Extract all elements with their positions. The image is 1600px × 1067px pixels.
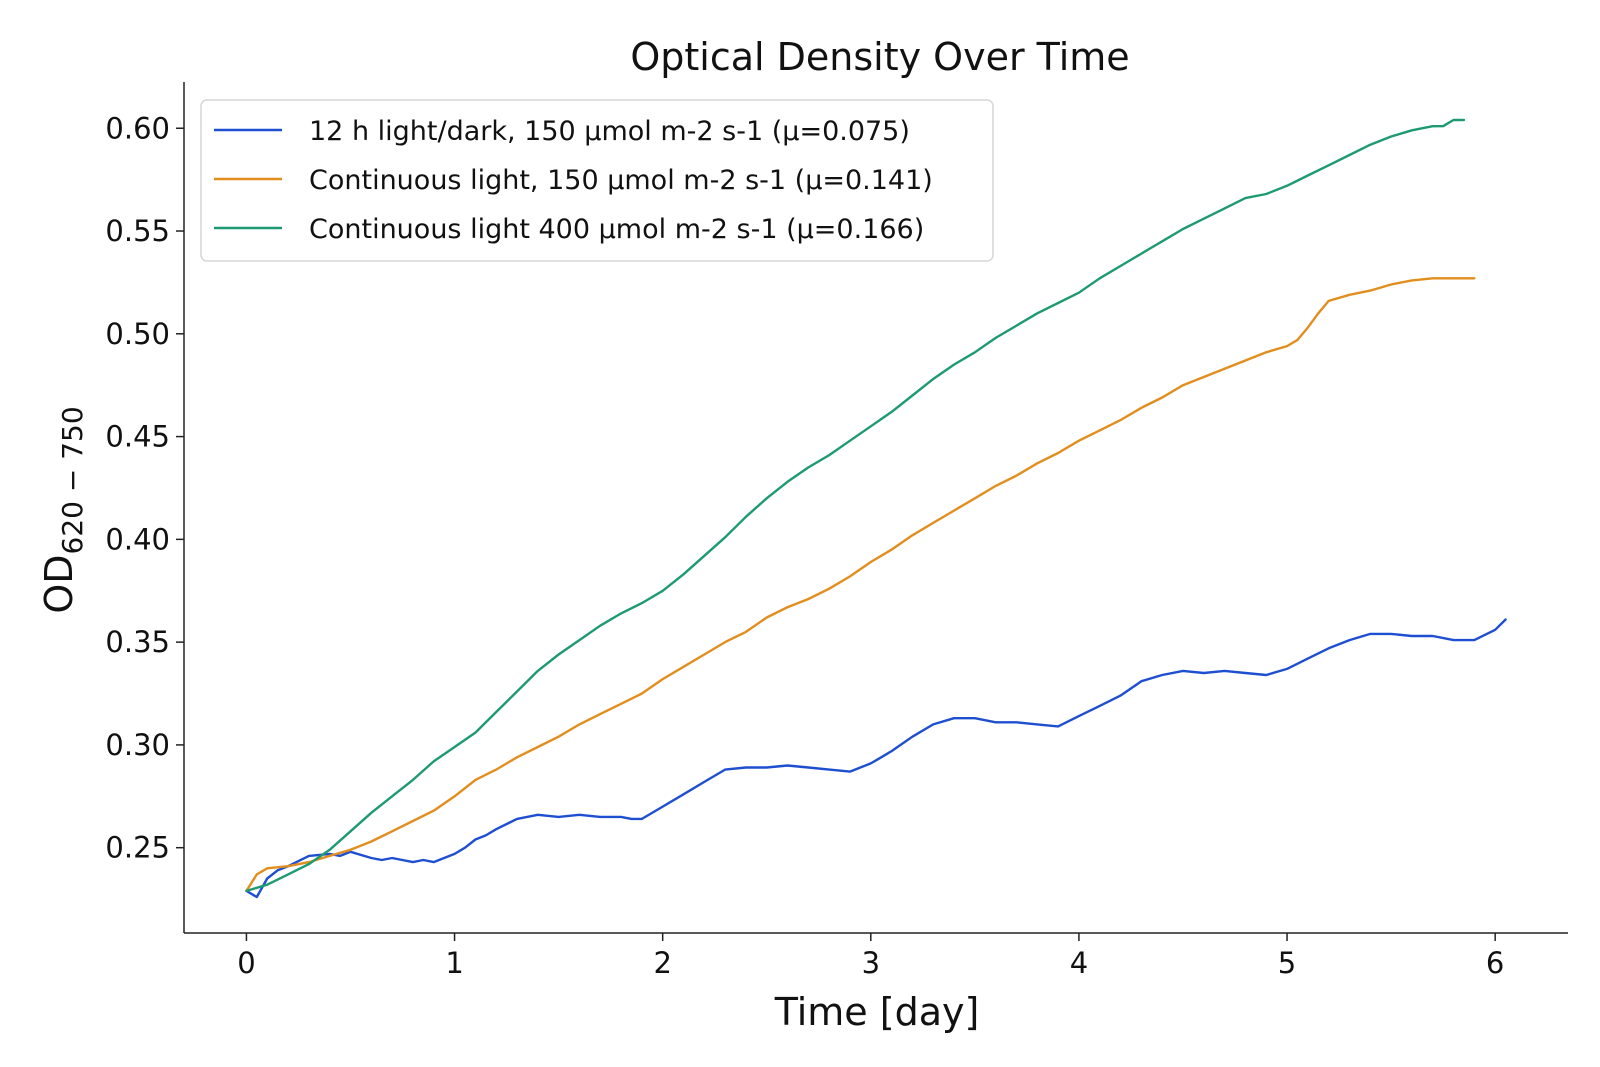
- x-tick-label: 2: [653, 946, 671, 980]
- legend-label-1: 12 h light/dark, 150 µmol m-2 s-1 (µ=0.0…: [309, 116, 910, 147]
- legend-frame: [200, 99, 994, 262]
- legend-label-3: Continuous light 400 µmol m-2 s-1 (µ=0.1…: [309, 214, 924, 245]
- series-line-1: [245, 618, 1507, 899]
- y-tick-label: 0.50: [105, 317, 170, 351]
- y-axis-label: OD620 − 750: [37, 406, 89, 613]
- y-axis-label-subscript: 620 − 750: [56, 406, 89, 554]
- series-line-3: [245, 118, 1466, 893]
- y-tick-label: 0.25: [105, 831, 170, 865]
- series-lines: [245, 118, 1507, 899]
- x-tick-label: 3: [862, 946, 880, 980]
- x-tick-label: 0: [237, 946, 255, 980]
- x-tick-label: 1: [445, 946, 463, 980]
- x-axis-label: Time [day]: [774, 990, 980, 1034]
- legend-label-2: Continuous light, 150 µmol m-2 s-1 (µ=0.…: [309, 165, 933, 196]
- x-ticks: 0 1 2 3 4 5 6: [237, 933, 1504, 980]
- y-tick-label: 0.60: [105, 111, 170, 145]
- axes: [183, 82, 1568, 934]
- y-axis-label-main: OD: [37, 554, 81, 613]
- y-tick-label: 0.35: [105, 625, 170, 659]
- y-tick-label: 0.45: [105, 420, 170, 454]
- series-line-2: [245, 277, 1476, 893]
- y-ticks: 0.25 0.30 0.35 0.40 0.45 0.50 0.55 0.60: [105, 111, 184, 865]
- x-tick-label: 6: [1486, 946, 1504, 980]
- x-tick-label: 5: [1278, 946, 1296, 980]
- y-tick-label: 0.40: [105, 522, 170, 556]
- legend: 12 h light/dark, 150 µmol m-2 s-1 (µ=0.0…: [200, 99, 994, 262]
- x-tick-label: 4: [1070, 946, 1088, 980]
- chart-title: Optical Density Over Time: [630, 35, 1129, 79]
- y-tick-label: 0.30: [105, 728, 170, 762]
- y-tick-label: 0.55: [105, 214, 170, 248]
